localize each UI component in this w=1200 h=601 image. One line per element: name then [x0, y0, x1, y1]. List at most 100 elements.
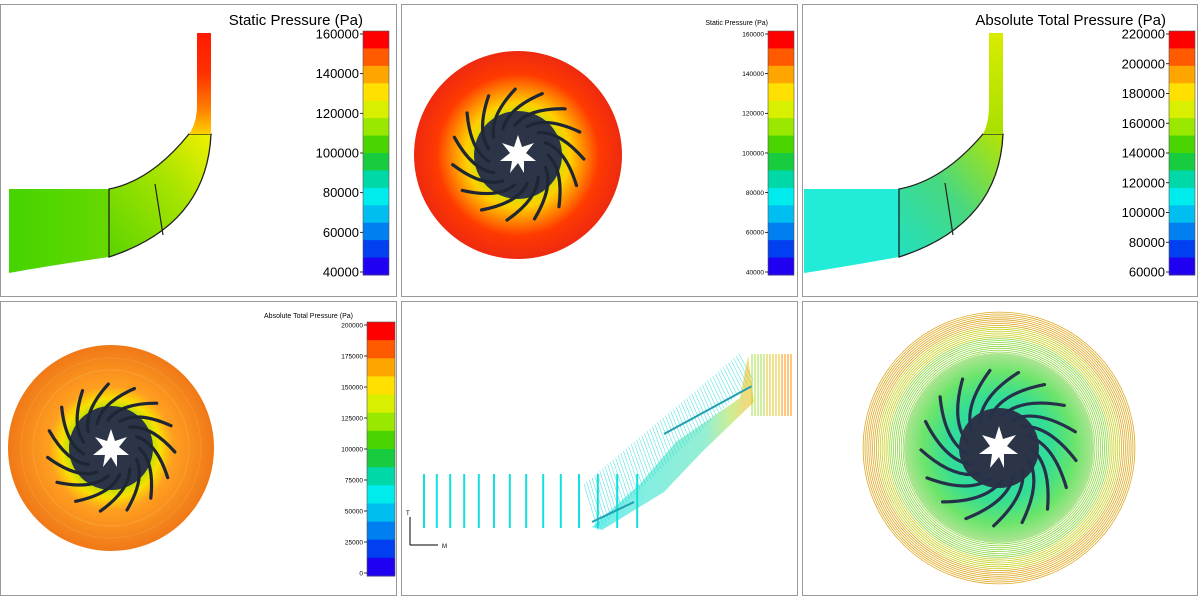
colorbar-segment — [1169, 48, 1195, 67]
streamline — [872, 321, 1126, 575]
vector-line — [641, 435, 657, 475]
colorbar-tick-label: 100000 — [341, 446, 363, 453]
impeller-blade — [941, 478, 1004, 504]
colorbar-tick-label: 175000 — [341, 353, 363, 360]
colorbar-segment — [367, 539, 395, 559]
vector-line — [583, 483, 599, 531]
vector-line — [617, 455, 633, 498]
colorbar-segment — [1169, 187, 1195, 206]
vector-line — [691, 393, 706, 426]
impeller-blade — [978, 370, 1021, 425]
colorbar-segment — [367, 557, 395, 577]
impeller-blade — [546, 153, 562, 209]
streamline — [889, 338, 1109, 558]
colorbar-segment — [363, 222, 389, 241]
impeller-blade — [452, 135, 496, 175]
impeller-blade — [1021, 424, 1078, 463]
colorbar-tick-label: 140000 — [1122, 146, 1165, 161]
colorbar-tick-label: 220000 — [1122, 27, 1165, 42]
colorbar-segment — [1169, 170, 1195, 189]
blade-edge — [663, 385, 753, 435]
vector-line — [612, 459, 628, 503]
streamline — [864, 313, 1134, 583]
colorbar-tick-label: 200000 — [341, 322, 363, 329]
impeller-blade — [55, 474, 110, 487]
vector-line — [709, 378, 725, 409]
impeller-blade — [479, 181, 529, 212]
legend-title: Absolute Total Pressure (Pa) — [264, 313, 353, 320]
colorbar-tick-label: 80000 — [746, 190, 764, 197]
streamline — [881, 330, 1117, 566]
streamline — [883, 332, 1115, 564]
streamline — [893, 342, 1105, 554]
vector-line — [725, 364, 741, 393]
impeller-blade — [919, 448, 982, 477]
colorbar-tick-label: 40000 — [746, 269, 764, 276]
streamline — [891, 340, 1107, 556]
colorbar-tick-label: 0 — [359, 570, 363, 577]
colorbar-segment — [367, 412, 395, 432]
vector-line — [696, 389, 712, 421]
impeller-blade — [938, 395, 970, 456]
streamline — [868, 317, 1130, 579]
vector-line — [628, 446, 643, 487]
colorbar-tick-label: 180000 — [1122, 86, 1165, 101]
impeller-blade — [491, 87, 517, 139]
streamline-rings — [862, 311, 1136, 585]
meridional-static-pressure-plot: Static Pressure (Pa) 160000 140000 120000 1… — [9, 12, 390, 280]
impeller-blades — [451, 87, 586, 222]
colorbar-segment — [768, 170, 794, 189]
vector-line — [720, 369, 735, 398]
meridional-total-pressure-plot: Absolute Total Pressure (Pa) 220000 20000… — [804, 12, 1196, 280]
vector-line — [604, 466, 620, 510]
blade-passage-band — [592, 356, 754, 530]
impeller-blade — [480, 94, 491, 151]
legend-title: Absolute Total Pressure (Pa) — [975, 12, 1166, 29]
colorbar-segment — [768, 118, 794, 137]
colorbar-segment — [1169, 257, 1195, 276]
outlet-region — [189, 33, 211, 134]
streamline — [887, 336, 1111, 560]
vector-line — [609, 461, 625, 505]
vector-line — [602, 468, 617, 513]
impeller-blade — [60, 405, 86, 456]
colorbar-segment — [363, 65, 389, 84]
colorbar-tick-label: 140000 — [742, 71, 764, 78]
impeller-blade — [86, 382, 110, 434]
impeller-blade — [536, 131, 586, 161]
colorbar-segment — [1169, 100, 1195, 119]
impeller-blade — [135, 435, 170, 480]
impeller-blade — [525, 120, 582, 134]
colorbar-segment — [768, 257, 794, 276]
colorbar-segment — [768, 205, 794, 224]
inlet-region — [804, 189, 899, 273]
colorbar-tick-label: 120000 — [742, 111, 764, 118]
legend-title: Static Pressure (Pa) — [705, 20, 768, 27]
impeller-blade — [47, 429, 90, 467]
outlet-region — [983, 33, 1003, 134]
colorbar — [767, 30, 795, 276]
colorbar-segment — [367, 503, 395, 523]
streamline — [877, 326, 1121, 570]
vector-line — [636, 439, 651, 480]
impeller-blade — [460, 183, 517, 196]
blade-vector-plot: T M — [406, 353, 792, 550]
colorbar-segment — [363, 83, 389, 102]
bore-star — [979, 426, 1018, 468]
colorbar-segment — [363, 48, 389, 67]
colorbar-segment — [768, 65, 794, 84]
colorbar-segment — [367, 430, 395, 450]
vector-line — [638, 437, 654, 477]
colorbar-segment — [367, 449, 395, 468]
colorbar — [1168, 30, 1196, 276]
panel-meridional-static-pressure: Static Pressure (Pa) 160000 140000 120000 1… — [0, 4, 397, 297]
vector-line — [633, 442, 649, 482]
impeller-blade — [924, 420, 974, 467]
impeller-blade — [46, 455, 99, 476]
colorbar-segment — [367, 358, 395, 377]
colorbar-segment — [768, 135, 794, 154]
vector-line — [599, 470, 615, 515]
impeller-blades — [919, 368, 1078, 528]
bladetoblade-static-pressure-plot: Static Pressure (Pa) 160000 140000 120000 1… — [414, 20, 795, 276]
colorbar-segment — [367, 322, 395, 341]
